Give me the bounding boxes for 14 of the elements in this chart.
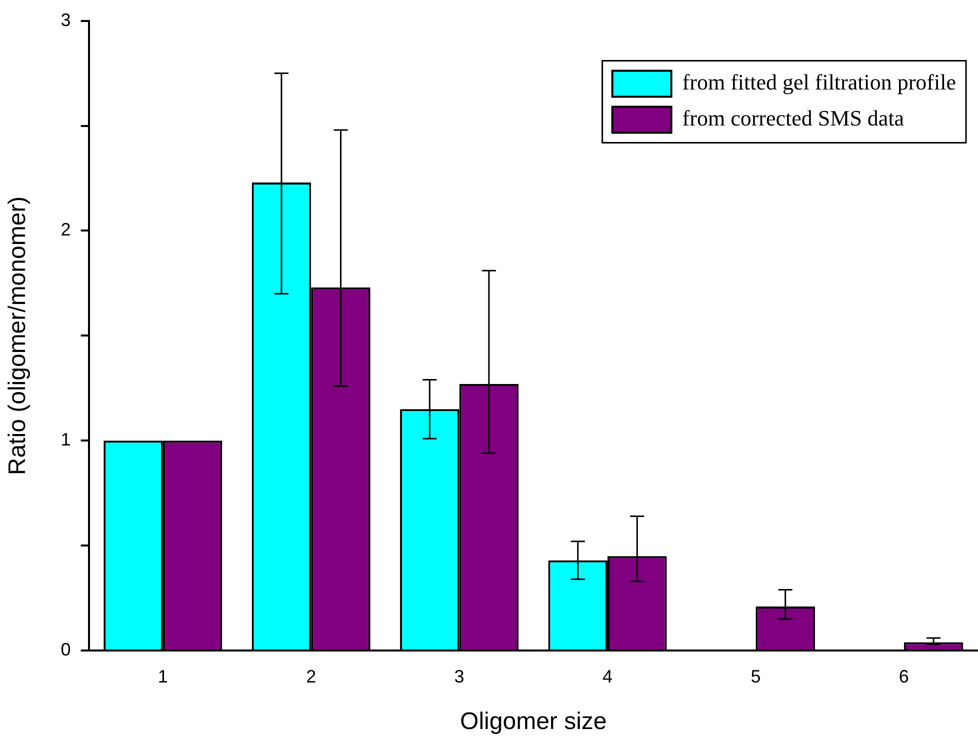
y-tick-label: 0 — [60, 640, 71, 660]
x-axis-title: Oligomer size — [460, 708, 607, 736]
y-axis-title: Ratio (oligomer/monomer) — [4, 196, 32, 476]
legend-label: from fitted gel filtration profile — [682, 70, 956, 95]
x-tick-label: 6 — [898, 666, 909, 686]
x-tick-label: 5 — [750, 666, 761, 686]
y-tick-label: 1 — [60, 430, 71, 450]
y-tick-label: 2 — [60, 220, 71, 240]
x-tick-label: 1 — [158, 666, 168, 686]
x-tick-label: 3 — [454, 666, 464, 686]
legend-label: from corrected SMS data — [682, 106, 904, 131]
x-tick-label: 4 — [602, 666, 613, 686]
y-tick-label: 3 — [60, 10, 71, 30]
x-tick-label: 2 — [306, 666, 316, 686]
